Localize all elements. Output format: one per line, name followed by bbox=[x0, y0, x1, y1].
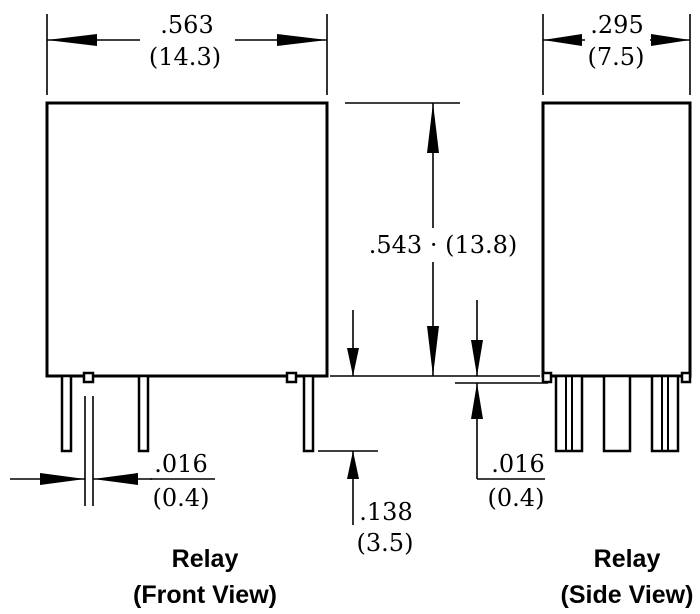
pin-width-front-mm-label: (0.4) bbox=[153, 484, 210, 512]
front-pin-2 bbox=[137, 374, 150, 453]
side-view-subtitle: (Side View) bbox=[561, 581, 694, 609]
front-view bbox=[45, 101, 329, 453]
depth-arrow-right bbox=[651, 34, 690, 46]
pin-width-front-inch-label: .016 bbox=[154, 450, 207, 478]
front-pin-3 bbox=[302, 374, 315, 453]
side-standoff-right bbox=[680, 371, 692, 384]
pin-length-dimension: .138 (3.5) bbox=[318, 310, 413, 557]
width-arrow-left bbox=[47, 34, 97, 46]
side-pin-1 bbox=[554, 374, 584, 453]
height-dimension: .543 · (13.8) bbox=[330, 102, 540, 377]
width-arrow-right bbox=[277, 34, 327, 46]
front-view-subtitle: (Front View) bbox=[133, 581, 277, 609]
pin-width-front-arrow-right bbox=[93, 473, 138, 485]
side-view bbox=[541, 101, 692, 453]
side-pin-2 bbox=[602, 374, 632, 453]
pin-width-side-arrow-bottom bbox=[471, 383, 483, 419]
width-mm-label: (14.3) bbox=[149, 43, 221, 71]
width-dimension: .563 (14.3) bbox=[46, 11, 328, 95]
width-inch-label: .563 bbox=[160, 11, 213, 39]
front-standoff-right bbox=[285, 371, 298, 384]
pin-width-front-dimension: .016 (0.4) bbox=[10, 396, 215, 512]
pin-width-side-dimension: .016 (0.4) bbox=[455, 300, 548, 512]
depth-dimension: .295 (7.5) bbox=[542, 11, 691, 95]
pin-width-side-mm-label: (0.4) bbox=[488, 484, 545, 512]
side-view-title: Relay bbox=[594, 545, 661, 573]
front-view-title: Relay bbox=[172, 545, 239, 573]
side-standoff-left bbox=[541, 371, 553, 384]
depth-mm-label: (7.5) bbox=[588, 43, 645, 71]
height-label: .543 · (13.8) bbox=[369, 231, 518, 259]
pin-length-arrow-top bbox=[347, 348, 359, 376]
height-arrow-bottom bbox=[427, 326, 439, 376]
height-arrow-top bbox=[427, 103, 439, 153]
front-standoff-left bbox=[82, 371, 95, 384]
pin-length-inch-label: .138 bbox=[359, 498, 412, 526]
side-pin-3 bbox=[650, 374, 680, 453]
front-pin-1 bbox=[60, 374, 73, 453]
pin-width-front-arrow-left bbox=[40, 473, 85, 485]
pin-width-side-arrow-top bbox=[471, 340, 483, 376]
depth-inch-label: .295 bbox=[590, 11, 643, 39]
pin-width-side-inch-label: .016 bbox=[491, 450, 544, 478]
front-view-body bbox=[45, 101, 329, 378]
side-view-body bbox=[541, 101, 692, 378]
pin-length-mm-label: (3.5) bbox=[357, 529, 414, 557]
pin-length-arrow-bottom bbox=[347, 451, 359, 479]
depth-arrow-left bbox=[543, 34, 582, 46]
